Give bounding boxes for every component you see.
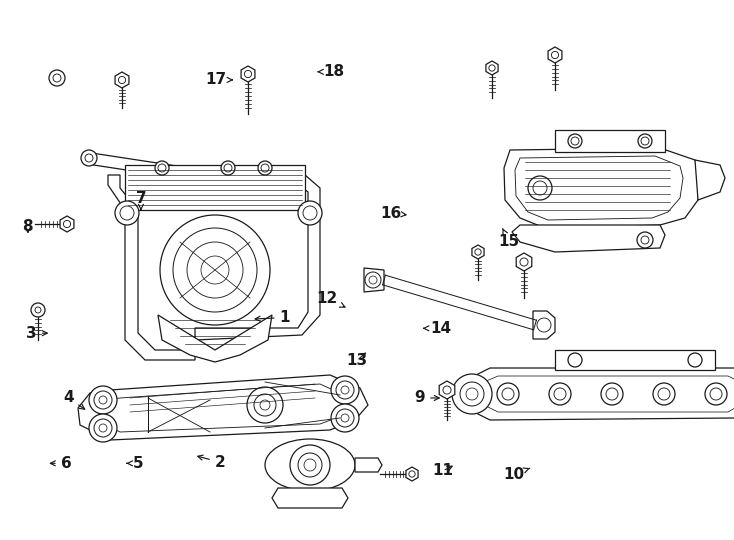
Circle shape [81, 150, 97, 166]
Polygon shape [406, 467, 418, 481]
Text: 8: 8 [23, 219, 33, 234]
Text: 10: 10 [504, 467, 530, 482]
Text: 9: 9 [415, 390, 439, 406]
Circle shape [221, 161, 235, 175]
Circle shape [705, 383, 727, 405]
Text: 4: 4 [63, 390, 84, 409]
Circle shape [180, 166, 196, 182]
Text: 3: 3 [26, 326, 47, 341]
Polygon shape [439, 381, 455, 399]
Polygon shape [695, 160, 725, 200]
Text: 1: 1 [255, 310, 290, 325]
Polygon shape [158, 315, 272, 362]
Text: 7: 7 [136, 191, 146, 210]
Polygon shape [115, 72, 129, 88]
Polygon shape [241, 66, 255, 82]
Circle shape [549, 383, 571, 405]
Polygon shape [512, 225, 665, 252]
Text: 14: 14 [424, 321, 451, 336]
Polygon shape [533, 311, 555, 339]
Text: 6: 6 [51, 456, 71, 471]
Circle shape [49, 70, 65, 86]
Circle shape [331, 404, 359, 432]
Polygon shape [355, 458, 382, 472]
Text: 2: 2 [197, 455, 225, 470]
Polygon shape [555, 130, 665, 152]
Text: 13: 13 [346, 353, 367, 368]
Circle shape [155, 161, 169, 175]
Polygon shape [555, 350, 715, 370]
Text: 5: 5 [127, 456, 143, 471]
Circle shape [638, 134, 652, 148]
Circle shape [568, 134, 582, 148]
Text: 16: 16 [381, 206, 406, 221]
Circle shape [331, 376, 359, 404]
Text: 18: 18 [318, 64, 344, 79]
Polygon shape [465, 368, 734, 420]
Polygon shape [516, 253, 532, 271]
Circle shape [601, 383, 623, 405]
Circle shape [31, 303, 45, 317]
Text: 12: 12 [317, 291, 345, 307]
Text: 17: 17 [206, 72, 233, 87]
Circle shape [637, 232, 653, 248]
Polygon shape [364, 268, 384, 292]
Circle shape [290, 445, 330, 485]
Polygon shape [548, 47, 562, 63]
Circle shape [653, 383, 675, 405]
Circle shape [89, 386, 117, 414]
Circle shape [247, 387, 283, 423]
Text: 11: 11 [432, 463, 453, 478]
Circle shape [568, 353, 582, 367]
Ellipse shape [265, 439, 355, 491]
Circle shape [452, 374, 492, 414]
Circle shape [89, 414, 117, 442]
Polygon shape [486, 61, 498, 75]
Polygon shape [85, 152, 192, 180]
Polygon shape [78, 375, 368, 440]
Polygon shape [60, 216, 74, 232]
Circle shape [528, 176, 552, 200]
Circle shape [258, 161, 272, 175]
Circle shape [298, 201, 322, 225]
Polygon shape [272, 488, 348, 508]
Polygon shape [195, 175, 320, 340]
Circle shape [115, 201, 139, 225]
Circle shape [160, 215, 270, 325]
Text: 15: 15 [498, 228, 519, 249]
Polygon shape [125, 165, 305, 210]
Polygon shape [504, 148, 700, 228]
Polygon shape [472, 245, 484, 259]
Circle shape [688, 353, 702, 367]
Polygon shape [108, 175, 195, 360]
Circle shape [497, 383, 519, 405]
